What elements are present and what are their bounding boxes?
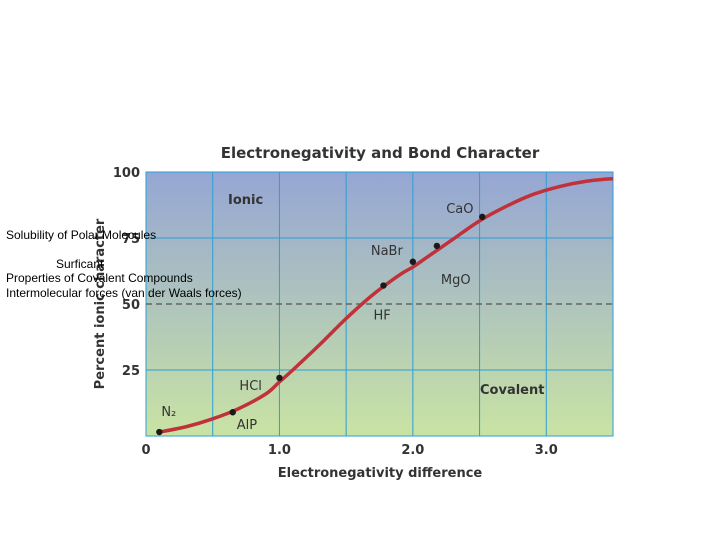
data-point (156, 428, 163, 436)
data-point (409, 258, 417, 265)
point-label: AlP (237, 418, 258, 433)
x-tick-label: 2.0 (401, 443, 424, 458)
overlay-intermolecular-text: Intermolecular forces (van der Waals for… (6, 286, 242, 300)
y-tick-label: 25 (122, 364, 140, 379)
point-label: MgO (441, 273, 471, 288)
x-tick-label: 0 (141, 443, 150, 458)
data-point (479, 213, 486, 221)
point-label: N₂ (161, 405, 176, 420)
series-curve (159, 176, 614, 434)
region-label-covalent: Covalent (480, 383, 544, 398)
data-point (276, 374, 283, 382)
x-tick-label: 3.0 (535, 443, 558, 458)
data-point (380, 282, 387, 289)
overlay-solubility-text: Solubility of Polar Molecules (6, 228, 157, 242)
chart-title: Electronegativity and Bond Character (221, 144, 540, 162)
x-axis-label: Electronegativity difference (278, 466, 483, 481)
point-label: HF (374, 309, 391, 324)
y-tick-label: 50 (122, 298, 140, 313)
overlay-surficant-text: Surficant (56, 257, 104, 271)
data-point (433, 242, 441, 250)
y-axis-label: Percent ionic character (93, 218, 108, 389)
overlay-covalent-properties-text: Properties of Covalent Compounds (6, 271, 193, 285)
data-points: N₂ AlP HCl HF NaBr MgO CaO (156, 202, 486, 436)
data-point (229, 409, 236, 416)
point-label: NaBr (371, 244, 404, 259)
y-tick-label: 75 (122, 232, 140, 247)
point-label: HCl (239, 379, 261, 394)
y-tick-label: 100 (113, 166, 140, 181)
x-tick-label: 1.0 (268, 443, 291, 458)
point-label: CaO (446, 202, 473, 217)
tick-labels: 0 1.0 2.0 3.0 25 50 75 100 (113, 166, 558, 458)
series-line (159, 176, 614, 434)
region-label-ionic: Ionic (228, 193, 263, 208)
